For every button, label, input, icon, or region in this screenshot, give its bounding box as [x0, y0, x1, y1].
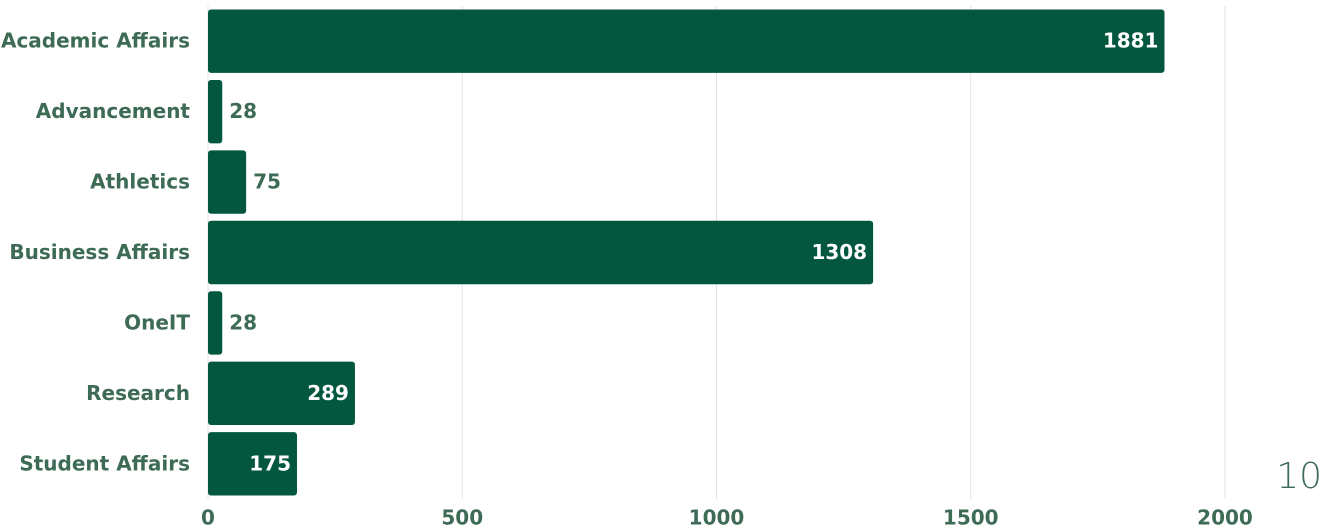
bar [208, 79, 223, 144]
y-tick-label: Student Affairs [19, 451, 190, 475]
y-tick-label: Research [86, 381, 190, 405]
bar [208, 291, 223, 355]
x-tick-label: 1500 [943, 506, 999, 529]
value-label: 175 [249, 451, 291, 475]
value-label: 75 [253, 170, 281, 194]
value-label: 289 [307, 381, 349, 405]
y-tick-label: Academic Affairs [1, 29, 190, 53]
bar [208, 150, 247, 214]
value-label: 1881 [1103, 29, 1159, 53]
y-tick-label: Athletics [90, 170, 190, 194]
value-label: 1308 [811, 240, 867, 264]
x-tick-label: 2000 [1197, 506, 1253, 529]
x-tick-label: 500 [441, 506, 483, 529]
bar [208, 9, 1165, 73]
value-label: 28 [229, 310, 257, 334]
y-tick-label: Business Affairs [9, 240, 190, 264]
page-number: 10 [1276, 456, 1322, 497]
bar [208, 432, 297, 496]
y-tick-label: OneIT [124, 310, 190, 334]
bar [208, 220, 874, 285]
y-tick-label: Advancement [36, 99, 191, 123]
x-tick-label: 1000 [689, 506, 745, 529]
value-label: 28 [229, 99, 257, 123]
bar [208, 361, 355, 426]
x-tick-label: 0 [201, 506, 215, 529]
